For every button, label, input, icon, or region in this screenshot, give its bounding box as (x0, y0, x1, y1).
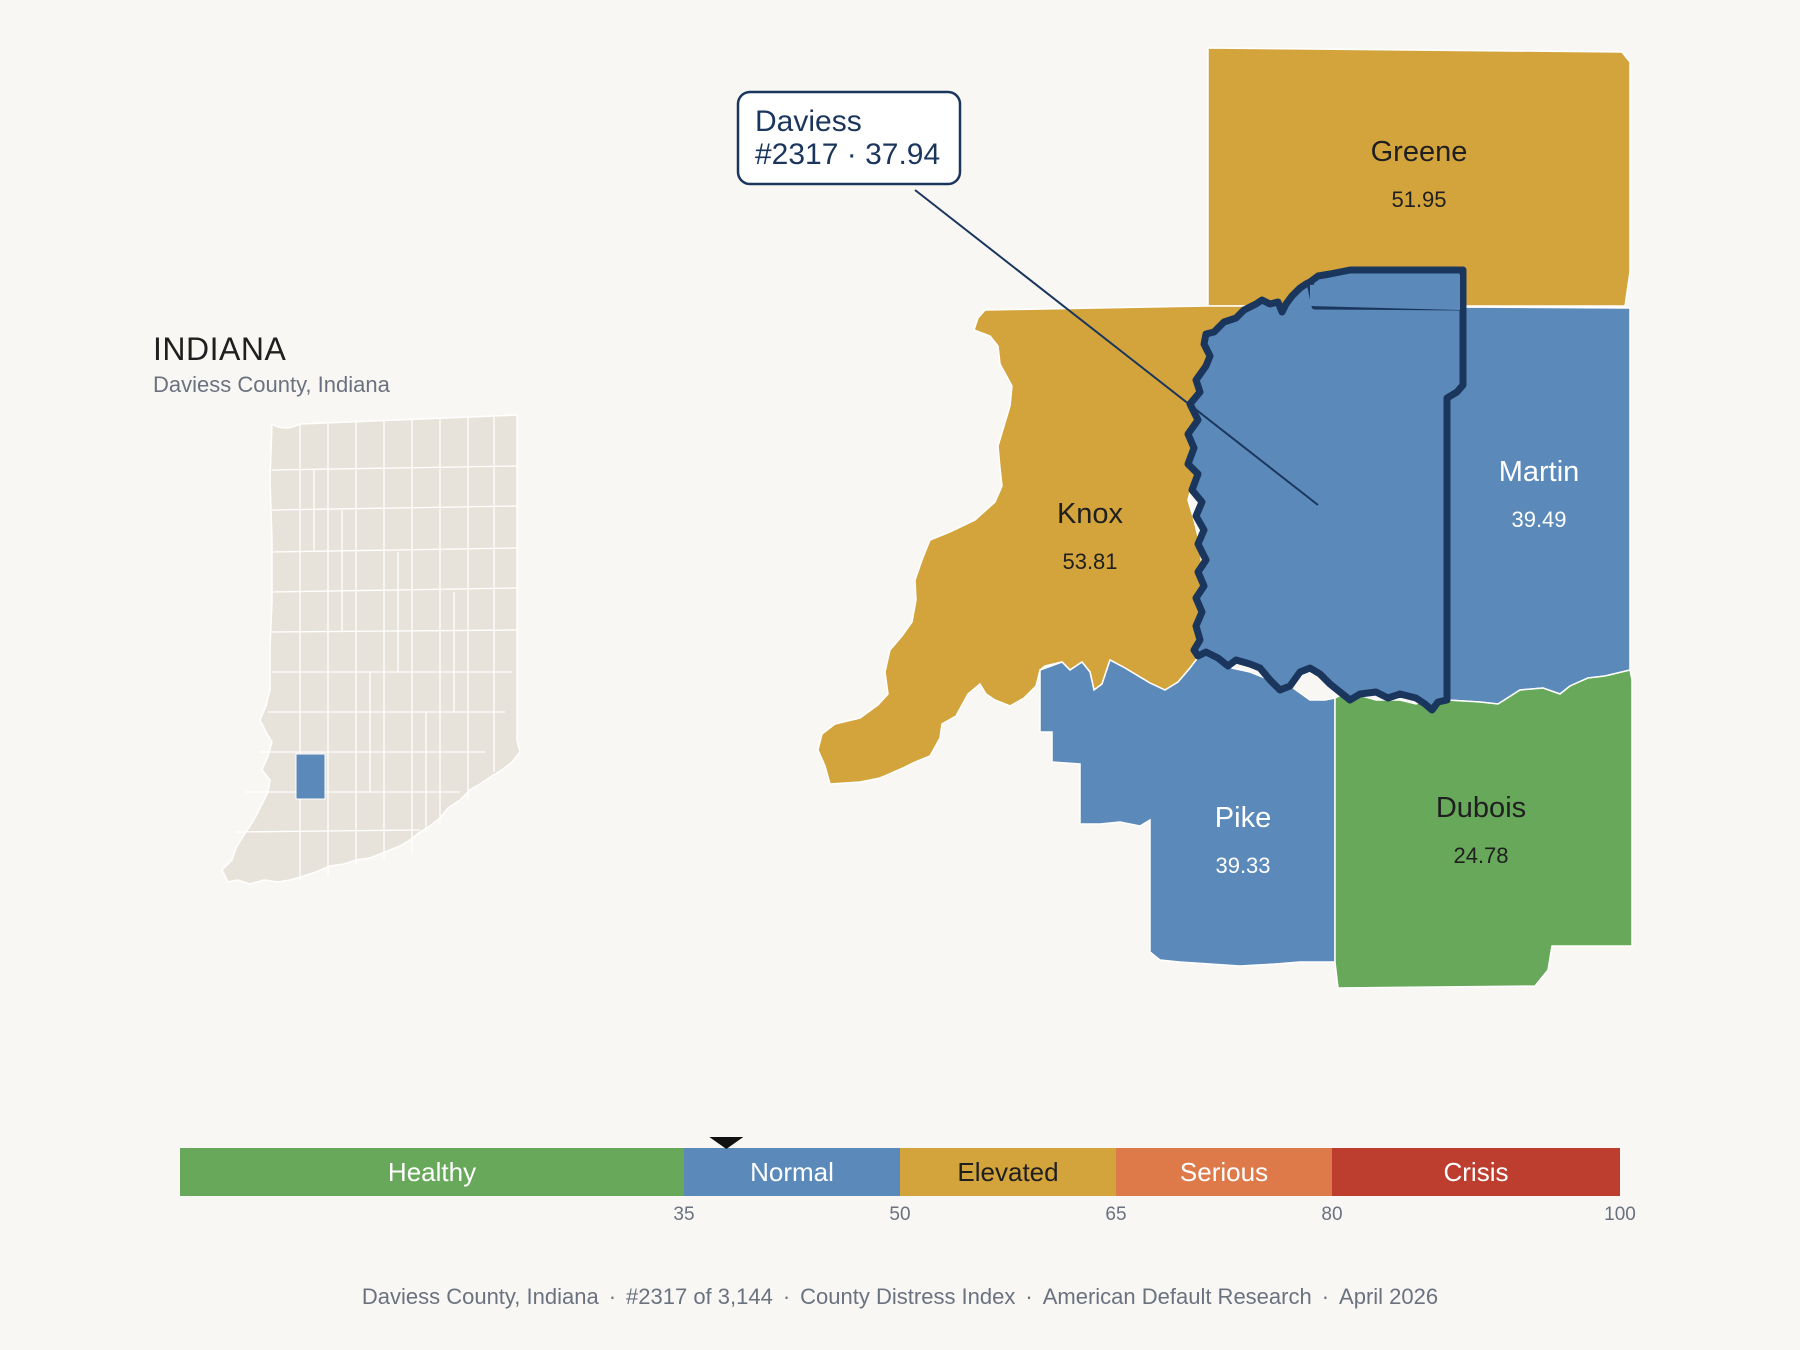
legend-tick-label: 50 (889, 1204, 910, 1225)
legend-marker-icon (709, 1137, 744, 1149)
label-dubois-name: Dubois (1436, 792, 1526, 824)
legend-band-healthy (180, 1148, 684, 1196)
footer-org: American Default Research (1042, 1284, 1312, 1309)
daviess-callout: Daviess #2317 · 37.94 (736, 90, 1319, 506)
callout-box (736, 90, 962, 186)
county-map: Greene 51.95 Knox 53.81 Martin 39.49 Pik… (817, 47, 1633, 989)
legend-band-crisis (1332, 1148, 1620, 1196)
legend-tick-label: 35 (673, 1204, 694, 1225)
legend-band-label-serious: Serious (1180, 1157, 1268, 1187)
county-knox[interactable] (817, 305, 1302, 785)
label-martin-name: Martin (1499, 456, 1580, 488)
indiana-inset-map: INDIANA Daviess County, Indiana (153, 331, 521, 885)
label-knox-score: 53.81 (1062, 549, 1117, 574)
label-pike-score: 39.33 (1215, 853, 1270, 878)
label-martin-score: 39.49 (1511, 507, 1566, 532)
legend-band-label-healthy: Healthy (388, 1157, 476, 1187)
legend-band-serious (1116, 1148, 1332, 1196)
callout-line-2: #2317 · 37.94 (755, 138, 940, 171)
inset-state-title: INDIANA (153, 331, 286, 367)
label-greene-score: 51.95 (1391, 187, 1446, 212)
footer-index: County Distress Index (800, 1284, 1016, 1309)
label-dubois-score: 24.78 (1453, 843, 1508, 868)
footer-rank: #2317 of 3,144 (626, 1284, 773, 1309)
legend-band-label-crisis: Crisis (1444, 1157, 1509, 1187)
label-pike-name: Pike (1215, 802, 1271, 834)
inset-state-shape (221, 414, 521, 885)
callout-leader-line (914, 189, 1319, 506)
footer: Daviess County, Indiana · #2317 of 3,144 · C… (361, 1284, 1439, 1309)
callout-line-1: Daviess (755, 105, 862, 138)
legend-band-label-normal: Normal (750, 1157, 834, 1187)
distress-scale-legend: Healthy Normal Elevated Serious Crisis 35 50 65… (180, 1137, 1636, 1225)
legend-band-elevated (900, 1148, 1116, 1196)
legend-tick-label: 65 (1105, 1204, 1126, 1225)
county-martin[interactable] (1446, 306, 1631, 705)
county-daviess-fill-patch (1310, 275, 1460, 310)
inset-county-borders (234, 416, 518, 880)
county-daviess[interactable] (1184, 278, 1467, 714)
label-knox-name: Knox (1057, 498, 1124, 530)
footer-county: Daviess County, Indiana (361, 1284, 599, 1309)
label-greene-name: Greene (1371, 136, 1468, 168)
county-pike[interactable] (1039, 651, 1336, 967)
county-dubois[interactable] (1334, 669, 1633, 989)
footer-date: April 2026 (1339, 1284, 1439, 1309)
legend-band-normal (684, 1148, 900, 1196)
inset-daviess-highlight (295, 753, 326, 800)
legend-band-label-elevated: Elevated (957, 1157, 1058, 1187)
inset-subtitle: Daviess County, Indiana (153, 372, 391, 397)
legend-tick-label: 80 (1321, 1204, 1342, 1225)
legend-tick-label: 100 (1604, 1204, 1636, 1225)
